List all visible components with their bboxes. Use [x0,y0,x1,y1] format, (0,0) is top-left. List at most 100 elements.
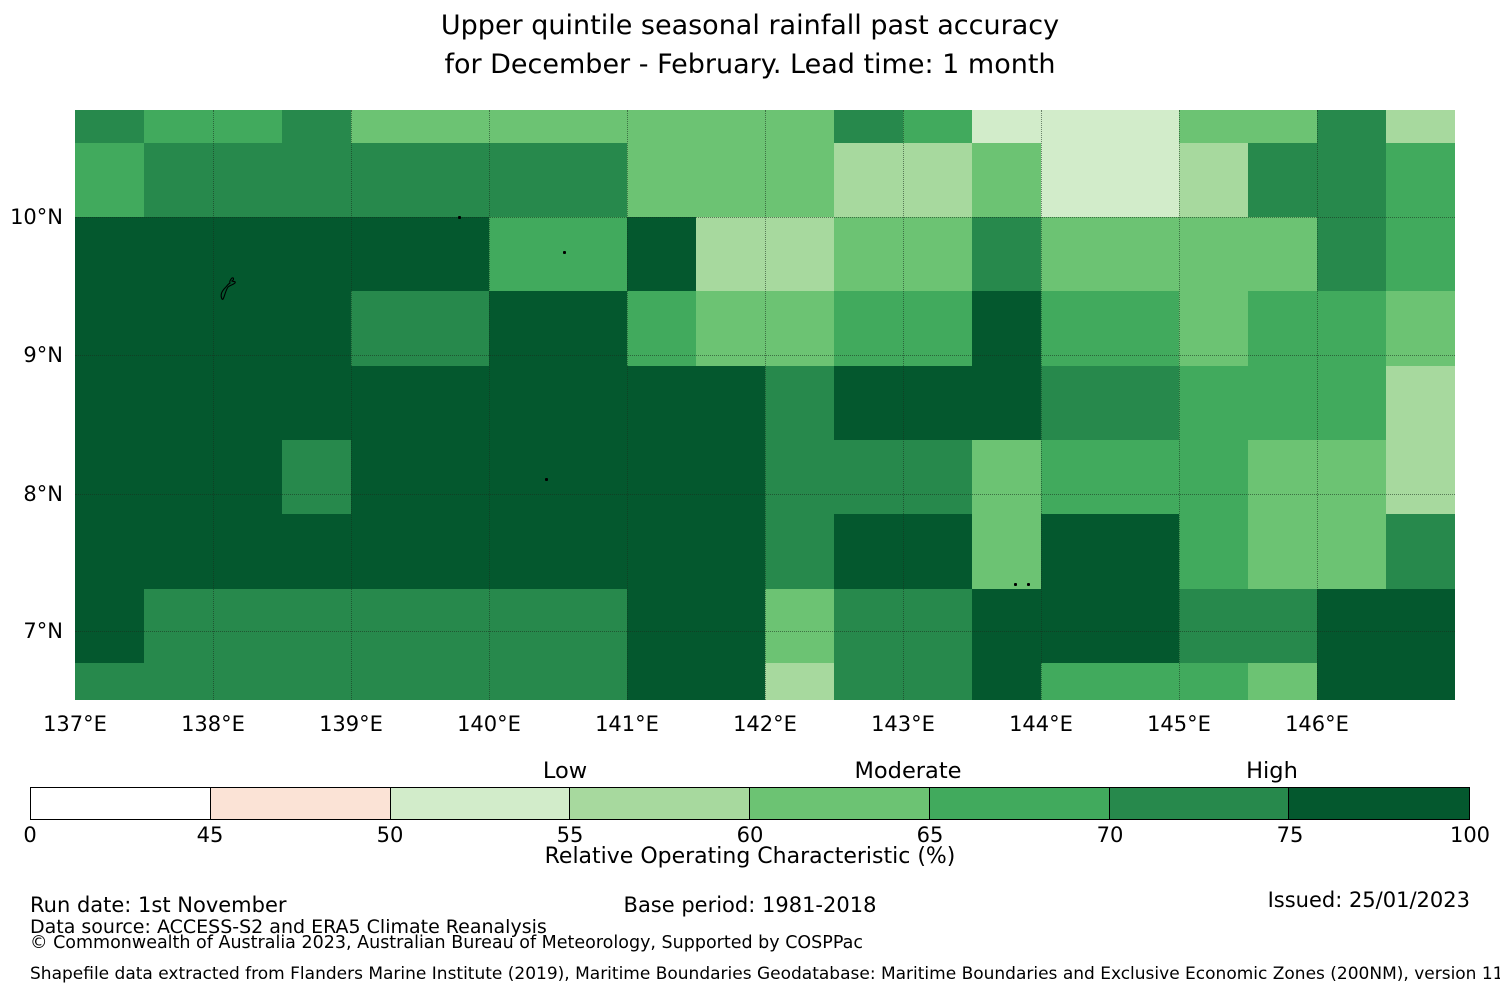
map-cell [1248,440,1317,514]
map-cell [972,217,1041,291]
latitude-gridline [75,355,1455,356]
map-cell [627,589,696,663]
map-cell [834,143,903,217]
map-cell [1317,663,1386,700]
map-cell [1248,589,1317,663]
map-cell [1110,663,1179,700]
map-cell [765,366,834,440]
map-cell [558,589,627,663]
map-cell [351,110,420,143]
map-cell [489,110,558,143]
map-cell [1386,366,1455,440]
map-cell [144,366,213,440]
map-cell [420,143,489,217]
map-cell [903,589,972,663]
map-cell [282,110,351,143]
map-cell [627,217,696,291]
colorbar-tick-label: 100 [1449,823,1491,847]
colorbar-segment [31,788,211,819]
map-cell [765,440,834,514]
longitude-gridline [489,110,490,700]
map-cell [1041,217,1110,291]
map-cell [1110,440,1179,514]
map-cell [627,663,696,700]
map-cell [420,663,489,700]
map-cell [282,663,351,700]
map-cell [282,217,351,291]
map-cell [972,440,1041,514]
map-cell [1041,589,1110,663]
x-tick-label: 143°E [871,712,935,736]
map-cell [1248,291,1317,366]
x-tick-label: 144°E [1009,712,1073,736]
map-cell [144,440,213,514]
map-cell [420,440,489,514]
latitude-gridline [75,494,1455,495]
map-cell [903,143,972,217]
map-cell [765,589,834,663]
map-cell [144,291,213,366]
map-cell [903,440,972,514]
map-cell [144,663,213,700]
map-cell [972,514,1041,589]
island-outline [218,273,238,301]
x-tick-label: 142°E [733,712,797,736]
map-cell [1110,143,1179,217]
heatmap [75,110,1455,700]
map-cell [1248,143,1317,217]
data-source-text: Data source: ACCESS-S2 and ERA5 Climate … [30,916,547,938]
map-cell [282,366,351,440]
map-cell [282,514,351,589]
y-tick-label: 10°N [10,205,63,229]
map-cell [1179,589,1248,663]
map-cell [1041,110,1110,143]
map-cell [558,366,627,440]
map-cell [1110,291,1179,366]
map-cell [558,514,627,589]
map-cell [627,440,696,514]
colorbar-tick-label: 70 [1096,823,1124,847]
map-cell [903,366,972,440]
map-cell [1110,110,1179,143]
longitude-gridline [213,110,214,700]
map-cell [1317,514,1386,589]
map-cell [558,217,627,291]
map-cell [420,514,489,589]
map-cell [1386,589,1455,663]
colorbar-segment [929,788,1110,819]
map-cell [144,514,213,589]
map-cell [75,217,144,291]
map-cell [489,514,558,589]
map-cell [558,143,627,217]
x-tick-label: 140°E [457,712,521,736]
y-tick-label: 7°N [23,619,63,643]
map-cell [489,143,558,217]
map-cell [75,143,144,217]
map-cell [765,110,834,143]
map-cell [972,291,1041,366]
map-cell [972,589,1041,663]
map-cell [834,514,903,589]
map-cell [351,440,420,514]
map-cell [1248,514,1317,589]
map-cell [420,291,489,366]
island-dot [458,216,461,219]
y-tick-label: 9°N [23,343,63,367]
map-cell [696,110,765,143]
map-cell [903,217,972,291]
colorbar-segment [750,788,930,819]
map-cell [75,589,144,663]
map-cell [1179,366,1248,440]
map-cell [765,143,834,217]
map-cell [834,110,903,143]
map-cell [1179,663,1248,700]
map-cell [972,366,1041,440]
shapefile-attribution-text: Shapefile data extracted from Flanders M… [30,964,1500,984]
map-cell [834,663,903,700]
longitude-gridline [1317,110,1318,700]
map-cell [1248,110,1317,143]
map-cell [765,217,834,291]
longitude-gridline [627,110,628,700]
colorbar-axis-label: Relative Operating Characteristic (%) [544,844,956,869]
map-cell [75,110,144,143]
